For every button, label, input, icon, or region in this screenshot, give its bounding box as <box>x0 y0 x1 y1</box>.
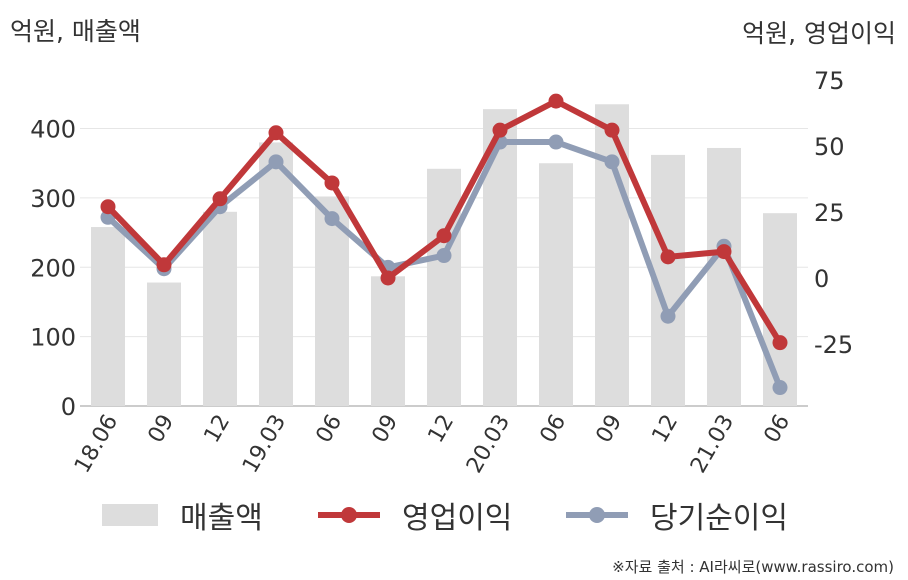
x-tick-label: 19.03 <box>238 411 291 478</box>
revenue-bar <box>371 276 405 406</box>
net-income-point <box>548 134 564 150</box>
x-tick-label: 09 <box>592 411 628 448</box>
legend-item-revenue: 매출액 <box>102 490 263 540</box>
right-axis-unit: 억원, 영업이익 <box>742 19 896 48</box>
right-tick-label: 0 <box>814 265 829 293</box>
x-tick-label: 21.03 <box>686 411 739 478</box>
legend: 매출액 영업이익 당기순이익 <box>0 490 908 540</box>
legend-label-operating: 영업이익 <box>402 501 513 536</box>
x-tick-label: 12 <box>424 411 460 448</box>
left-tick-label: 200 <box>30 254 76 282</box>
revenue-bar <box>595 104 629 406</box>
operating-profit-point <box>212 191 228 207</box>
legend-item-operating: 영업이익 <box>318 490 512 540</box>
legend-label-revenue: 매출액 <box>180 501 263 536</box>
x-tick-label: 06 <box>760 411 796 448</box>
left-axis-unit: 억원, 매출액 <box>10 17 141 46</box>
right-tick-label: 75 <box>814 67 845 95</box>
x-tick-label: 18.06 <box>70 411 123 478</box>
net-income-point <box>604 154 620 170</box>
right-tick-label: 25 <box>814 199 845 227</box>
x-tick-label: 12 <box>200 411 236 448</box>
operating-profit-point <box>324 175 340 191</box>
right-tick-label: -25 <box>814 331 853 359</box>
operating-profit-point <box>380 270 396 286</box>
revenue-bar <box>259 142 293 406</box>
revenue-bar <box>203 211 237 406</box>
x-tick-label: 12 <box>648 411 684 448</box>
legend-bar-swatch <box>102 504 158 526</box>
left-tick-label: 400 <box>30 116 76 144</box>
operating-profit-point <box>548 93 564 109</box>
left-tick-label: 100 <box>30 324 76 352</box>
left-tick-label: 0 <box>61 393 76 421</box>
legend-operating-swatch <box>318 507 380 523</box>
revenue-bar <box>147 282 181 406</box>
operating-profit-point <box>268 125 284 141</box>
net-income-point <box>436 248 452 264</box>
x-tick-label: 09 <box>144 411 180 448</box>
revenue-bar <box>427 168 461 406</box>
operating-profit-point <box>772 335 788 351</box>
legend-net-swatch <box>566 507 628 523</box>
operating-profit-point <box>436 228 452 244</box>
operating-profit-point <box>716 244 732 260</box>
net-income-point <box>660 308 676 324</box>
revenue-bar <box>91 227 125 406</box>
right-tick-label: 50 <box>814 133 845 161</box>
x-tick-label: 06 <box>312 411 348 448</box>
operating-profit-point <box>492 122 508 138</box>
operating-profit-point <box>156 257 172 273</box>
x-tick-label: 06 <box>536 411 572 448</box>
net-income-point <box>268 154 284 170</box>
revenue-bar <box>763 213 797 406</box>
revenue-bar <box>539 163 573 406</box>
net-income-point <box>324 211 340 227</box>
legend-label-net: 당기순이익 <box>650 501 788 536</box>
revenue-bars <box>91 104 797 407</box>
profit-lines <box>100 93 788 396</box>
net-income-point <box>772 380 788 396</box>
legend-item-net: 당기순이익 <box>566 490 788 540</box>
x-tick-label: 09 <box>368 411 404 448</box>
operating-profit-point <box>604 122 620 138</box>
x-tick-label: 20.03 <box>462 411 515 478</box>
source-credit: ※자료 출처 : AI라씨로(www.rassiro.com) <box>612 558 894 576</box>
operating-profit-point <box>100 199 116 215</box>
operating-profit-point <box>660 249 676 265</box>
left-tick-label: 300 <box>30 185 76 213</box>
